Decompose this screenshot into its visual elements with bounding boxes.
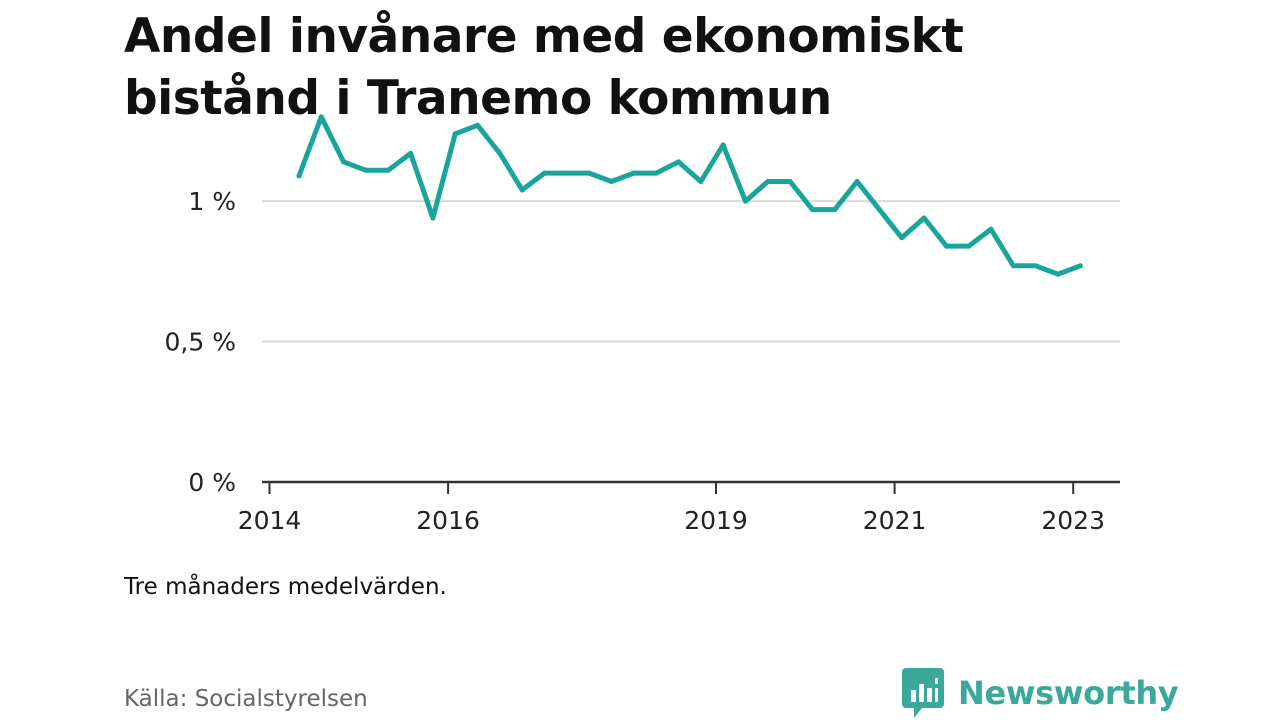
x-tick-label: 2016 [416,506,480,535]
data-point [519,187,525,193]
series-layer [296,114,1083,277]
data-point [787,179,793,185]
data-point [341,159,347,165]
data-point [854,179,860,185]
data-point [653,170,659,176]
data-point [1010,263,1016,269]
data-point [742,198,748,204]
data-point [363,167,369,173]
brand-name: Newsworthy [958,674,1179,712]
data-point [408,150,414,156]
data-point [832,207,838,213]
data-point [1033,263,1039,269]
data-point [899,235,905,241]
data-point [698,179,704,185]
data-point [631,170,637,176]
data-point [430,215,436,221]
data-point [966,243,972,249]
brand-logo[interactable]: Newsworthy [902,668,1179,718]
data-point [943,243,949,249]
y-tick-label: 1 % [188,187,236,216]
data-point [609,179,615,185]
data-point [921,215,927,221]
data-point [1055,271,1061,277]
data-point [876,207,882,213]
x-tick-label: 2014 [238,506,302,535]
series-line [296,114,1083,277]
chart-note: Tre månaders medelvärden. [124,574,447,600]
chart-title: Andel invånare med ekonomiskt bistånd i … [124,9,964,126]
data-point [765,179,771,185]
x-tick-label: 2019 [684,506,748,535]
grid-lines [262,200,1120,343]
source-text: Källa: Socialstyrelsen [124,686,368,712]
data-point [988,226,994,232]
data-point [564,170,570,176]
data-point [542,170,548,176]
data-point [385,167,391,173]
data-point [296,173,302,179]
data-point [318,114,324,120]
data-point [809,207,815,213]
data-point [675,159,681,165]
data-point [475,122,481,128]
data-point [497,150,503,156]
x-tick-label: 2021 [863,506,927,535]
data-point [720,142,726,148]
data-point [586,170,592,176]
line-chart: 0 % 0,5 % 1 % 2014 2016 2019 2021 2023 [165,114,1120,535]
newsworthy-logo-icon [902,668,944,718]
y-axis-labels: 0 % 0,5 % 1 % [165,187,236,497]
y-tick-label: 0,5 % [165,328,236,357]
x-axis-labels: 2014 2016 2019 2021 2023 [238,482,1105,535]
y-tick-label: 0 % [188,468,236,497]
data-point [1077,263,1083,269]
data-point [452,131,458,137]
x-tick-label: 2023 [1041,506,1105,535]
